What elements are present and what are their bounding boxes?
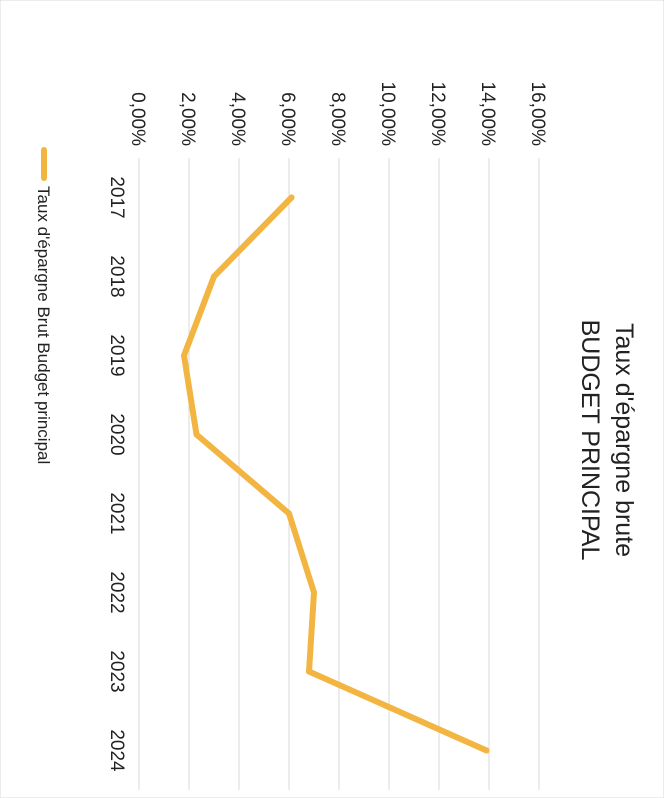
y-tick-label: 0,00% [127, 92, 148, 146]
y-tick-label: 14,00% [477, 82, 498, 147]
data-point [286, 510, 292, 517]
x-tick-label: 2018 [106, 255, 127, 297]
y-tick-label: 6,00% [277, 92, 298, 146]
y-tick-label: 2,00% [177, 92, 198, 146]
x-tick-label: 2021 [106, 492, 127, 534]
x-tick-label: 2022 [106, 571, 127, 613]
x-tick-label: 2023 [106, 650, 127, 692]
y-axis-tick-labels: 0,00% 2,00% 4,00% 6,00% 8,00% 10,00% 12,00% 14,… [127, 82, 548, 147]
chart-title-line-1: Taux d'épargne brute [610, 323, 638, 557]
x-tick-label: 2024 [106, 729, 127, 772]
data-point [181, 352, 187, 359]
legend: Taux d'épargne Brut Budget principal [34, 147, 53, 464]
data-point [483, 747, 490, 754]
x-tick-label: 2017 [106, 176, 127, 218]
gridlines [138, 158, 540, 790]
y-tick-label: 8,00% [327, 92, 348, 146]
data-point [211, 273, 217, 280]
y-tick-label: 4,00% [227, 92, 248, 146]
data-point [306, 668, 312, 675]
data-point [193, 431, 200, 438]
y-tick-label: 10,00% [377, 82, 398, 147]
chart-title-line-2: BUDGET PRINCIPAL [576, 320, 604, 561]
y-tick-label: 12,00% [427, 82, 448, 147]
x-tick-label: 2019 [106, 334, 127, 376]
series-group [181, 194, 490, 754]
data-point [311, 589, 317, 596]
y-tick-label: 16,00% [527, 82, 548, 147]
series-line [181, 194, 490, 754]
data-point [288, 194, 295, 201]
x-axis-tick-labels: 2017 2018 2019 2020 2021 2022 2023 2024 [106, 176, 127, 772]
x-tick-label: 2020 [106, 413, 127, 455]
legend-label: Taux d'épargne Brut Budget principal [34, 186, 53, 464]
